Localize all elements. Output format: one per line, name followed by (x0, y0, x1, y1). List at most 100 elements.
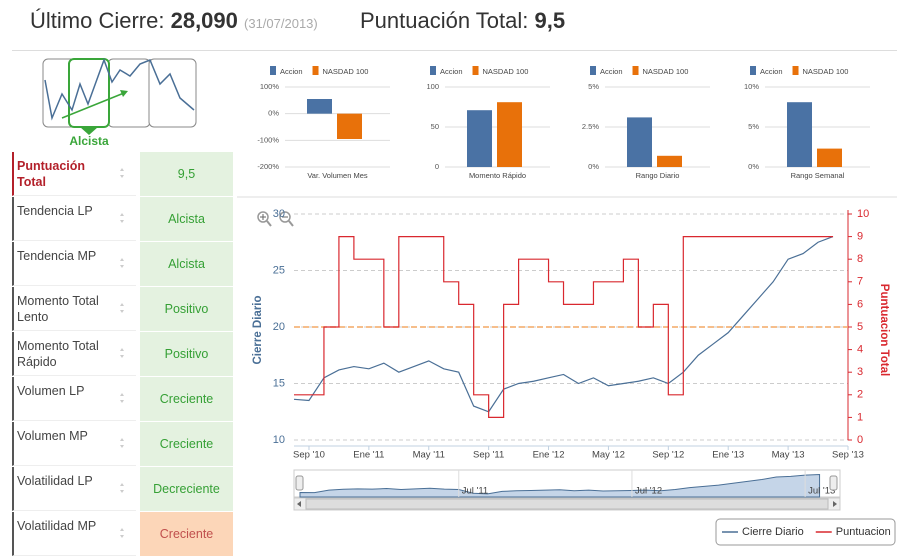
row-value: Decreciente (140, 467, 233, 511)
y-tick-label: -100% (257, 135, 279, 144)
legend-swatch (632, 66, 639, 75)
x-tick-label: May '13 (772, 450, 805, 461)
legend-swatch (472, 66, 479, 75)
x-tick-label: Ene '13 (712, 450, 744, 461)
signal-icon: Alcista (42, 57, 197, 148)
y-tick-label: 50 (431, 122, 439, 131)
navigator-area (299, 473, 821, 498)
legend-swatch (312, 66, 319, 75)
row-value: Creciente (140, 377, 233, 421)
bar (497, 102, 522, 167)
row-label: Tendencia LP (12, 197, 136, 241)
table-row: Momento Total Lento Positivo (12, 286, 233, 331)
row-value: Creciente (140, 422, 233, 466)
legend-label: Accion (760, 67, 783, 76)
legend-label: Accion (600, 67, 623, 76)
legend-swatch (792, 66, 799, 75)
y2-tick-label: 1 (857, 411, 863, 423)
row-label: Volatilidad MP (12, 512, 136, 556)
y-tick-label: 100 (426, 82, 439, 91)
navigator-handle[interactable] (295, 475, 304, 491)
indicator-table: Puntuación Total 9,5 Tendencia LP Alcista Te… (12, 151, 233, 556)
x-tick-label: Sep '10 (293, 450, 325, 461)
y-tick-label: 5% (588, 82, 599, 91)
legend-label: NASDAD 100 (643, 67, 689, 76)
legend-label: Accion (440, 67, 463, 76)
close-value: 28,090 (170, 8, 238, 33)
y-tick-label: 20 (273, 321, 285, 333)
table-row: Volumen MP Creciente (12, 421, 233, 466)
x-tick-label: Sep '12 (652, 450, 684, 461)
row-value: Positivo (140, 287, 233, 331)
y-tick-label: 5% (748, 122, 759, 131)
navigator-label: Jul '11 (462, 486, 488, 497)
x-tick-label: Ene '11 (353, 450, 384, 461)
navigator-handle[interactable] (829, 475, 838, 491)
x-tick-label: Sep '13 (832, 450, 864, 461)
legend-swatch (430, 66, 436, 75)
y2-tick-label: 8 (857, 253, 863, 265)
row-label: Volatilidad LP (12, 467, 136, 511)
table-row: Volatilidad MP Creciente (12, 511, 233, 556)
y-tick-label: 30 (273, 208, 285, 220)
chart-title: Rango Semanal (791, 171, 845, 180)
series-line (294, 236, 834, 418)
legend-label: Accion (280, 67, 303, 76)
navigator-label: Jul '12 (635, 486, 662, 497)
row-label: Puntuación Total (12, 152, 136, 196)
scrollbar-thumb[interactable] (305, 498, 829, 510)
y-tick-label: 0% (588, 162, 599, 171)
table-row: Tendencia LP Alcista (12, 196, 233, 241)
y-axis-title: Cierre Diario (252, 295, 264, 364)
x-tick-label: Sep '11 (473, 450, 504, 461)
chart-title: Var. Volumen Mes (307, 171, 368, 180)
bar (787, 102, 812, 167)
x-tick-label: May '12 (592, 450, 625, 461)
legend-swatch (270, 66, 276, 75)
x-tick-label: May '11 (413, 450, 445, 461)
close-date: (31/07/2013) (244, 16, 318, 31)
scroll-right (833, 501, 837, 507)
bar (817, 148, 842, 167)
x-tick-label: Ene '12 (533, 450, 565, 461)
table-row: Momento Total Rápido Positivo (12, 331, 233, 376)
legend-label: NASDAD 100 (483, 67, 529, 76)
legend-label: Puntuacion (836, 526, 891, 538)
bar (467, 110, 492, 167)
bar (627, 117, 652, 167)
y-tick-label: 0 (435, 162, 439, 171)
y-tick-label: 25 (273, 264, 285, 276)
y-tick-label: 0% (748, 162, 759, 171)
row-value: Alcista (140, 197, 233, 241)
y-tick-label: 2.5% (582, 122, 599, 131)
legend-swatch (750, 66, 756, 75)
y-tick-label: 10 (273, 434, 285, 446)
y-tick-label: -200% (257, 162, 279, 171)
legend-swatch (590, 66, 596, 75)
scroll-left (297, 501, 301, 507)
chart-title: Momento Rápido (469, 171, 526, 180)
legend-label: NASDAD 100 (803, 67, 849, 76)
zoom-controls[interactable] (257, 211, 294, 227)
separator (12, 50, 897, 51)
table-row: Puntuación Total 9,5 (12, 151, 233, 196)
bar (307, 99, 332, 114)
signal-label: Alcista (69, 134, 109, 148)
y-tick-label: 10% (744, 82, 759, 91)
y2-tick-label: 2 (857, 389, 863, 401)
row-label: Momento Total Rápido (12, 332, 136, 376)
table-row: Tendencia MP Alcista (12, 241, 233, 286)
row-label: Volumen MP (12, 422, 136, 466)
y2-tick-label: 6 (857, 298, 863, 310)
table-row: Volatilidad LP Decreciente (12, 466, 233, 511)
row-value: 9,5 (140, 152, 233, 196)
y2-tick-label: 10 (857, 208, 869, 220)
row-label: Momento Total Lento (12, 287, 136, 331)
y2-tick-label: 3 (857, 366, 863, 378)
bar (337, 113, 362, 139)
row-value: Creciente (140, 512, 233, 556)
close-label: Último Cierre: (30, 8, 165, 33)
row-value: Positivo (140, 332, 233, 376)
